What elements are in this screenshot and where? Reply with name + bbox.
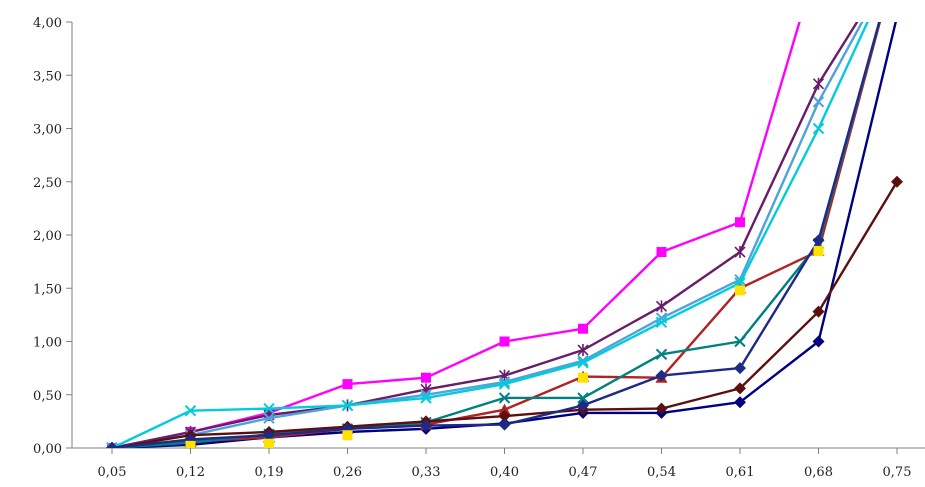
data-point-series-1 <box>735 217 745 228</box>
data-point-series-2 <box>498 403 511 415</box>
data-point-series-8 <box>577 399 589 412</box>
x-tick-label: 0,47 <box>569 465 598 480</box>
data-point-series-0 <box>812 335 825 348</box>
series-line-1 <box>111 22 801 448</box>
data-point-series-4 <box>655 300 668 313</box>
data-point-series-9 <box>264 438 274 448</box>
x-tick-label: 0,19 <box>255 465 284 480</box>
y-tick-label: 3,50 <box>33 69 62 84</box>
y-tick-label: 0,50 <box>33 389 62 404</box>
x-tick-label: 0,61 <box>726 465 755 480</box>
y-tick-label: 2,00 <box>33 229 62 244</box>
data-point-series-5 <box>812 96 825 108</box>
x-tick-label: 0,54 <box>647 465 676 480</box>
x-axis-ticks: 0,05 0,12 0,19 0,26 0,33 0,40 0,47 0,54 0,61 0,68… <box>98 448 912 480</box>
x-tick-label: 0,12 <box>176 465 205 480</box>
data-point-series-8 <box>498 418 511 431</box>
y-tick-label: 2,50 <box>33 176 62 191</box>
data-point-series-4 <box>577 344 589 357</box>
data-point-series-1 <box>342 379 353 390</box>
data-point-series-6 <box>184 405 197 417</box>
y-tick-label: 1,50 <box>33 282 62 297</box>
data-point-series-6 <box>655 316 668 329</box>
data-point-series-3 <box>577 392 589 404</box>
y-tick-label: 1,00 <box>33 336 62 351</box>
data-point-series-8 <box>812 234 825 247</box>
series-layer <box>106 22 903 448</box>
data-point-series-6 <box>263 402 275 415</box>
data-point-series-3 <box>734 335 746 348</box>
data-point-series-4 <box>734 246 746 259</box>
series-6 <box>106 22 869 448</box>
data-point-series-9 <box>185 440 196 448</box>
data-point-series-6 <box>106 442 118 448</box>
data-point-series-7 <box>891 175 903 188</box>
x-tick-label: 0,68 <box>804 465 833 480</box>
y-tick-label: 4,00 <box>33 16 62 31</box>
x-tick-label: 0,33 <box>412 465 441 480</box>
data-point-series-8 <box>106 442 118 448</box>
data-point-series-7 <box>498 410 511 423</box>
x-tick-label: 0,75 <box>883 465 912 480</box>
data-point-series-1 <box>421 372 431 383</box>
data-point-series-8 <box>655 369 668 382</box>
data-point-series-7 <box>655 402 668 415</box>
data-point-series-9 <box>578 372 588 383</box>
y-axis-ticks: 0,00 0,50 1,00 1,50 2,00 2,50 3,00 3,50 4,00 <box>33 16 72 457</box>
x-tick-label: 0,05 <box>98 465 127 480</box>
series-1 <box>107 22 801 448</box>
data-point-series-4 <box>812 77 825 90</box>
data-point-series-1 <box>578 323 588 334</box>
data-point-series-1 <box>499 336 510 347</box>
data-point-series-8 <box>420 419 432 432</box>
data-point-series-8 <box>263 429 275 442</box>
data-point-series-9 <box>342 430 353 441</box>
data-point-series-6 <box>341 399 354 412</box>
data-point-series-5 <box>263 412 275 424</box>
data-point-series-0 <box>734 396 746 409</box>
data-point-series-7 <box>812 305 825 318</box>
data-point-series-6 <box>498 378 511 390</box>
data-point-series-1 <box>656 247 667 258</box>
x-tick-label: 0,26 <box>333 465 362 480</box>
data-point-series-6 <box>812 122 825 135</box>
data-point-series-7 <box>734 382 746 395</box>
data-point-series-6 <box>420 392 432 404</box>
data-point-series-3 <box>655 348 668 360</box>
y-tick-label: 0,00 <box>33 442 62 457</box>
series-7 <box>106 175 903 448</box>
data-point-series-6 <box>577 357 589 369</box>
data-point-series-9 <box>813 245 824 256</box>
x-tick-label: 0,40 <box>490 465 519 480</box>
data-point-series-9 <box>735 285 745 296</box>
series-9 <box>185 245 824 448</box>
y-tick-label: 3,00 <box>33 123 62 138</box>
series-8 <box>106 22 881 448</box>
data-point-series-3 <box>498 392 511 404</box>
data-point-series-8 <box>734 362 746 375</box>
